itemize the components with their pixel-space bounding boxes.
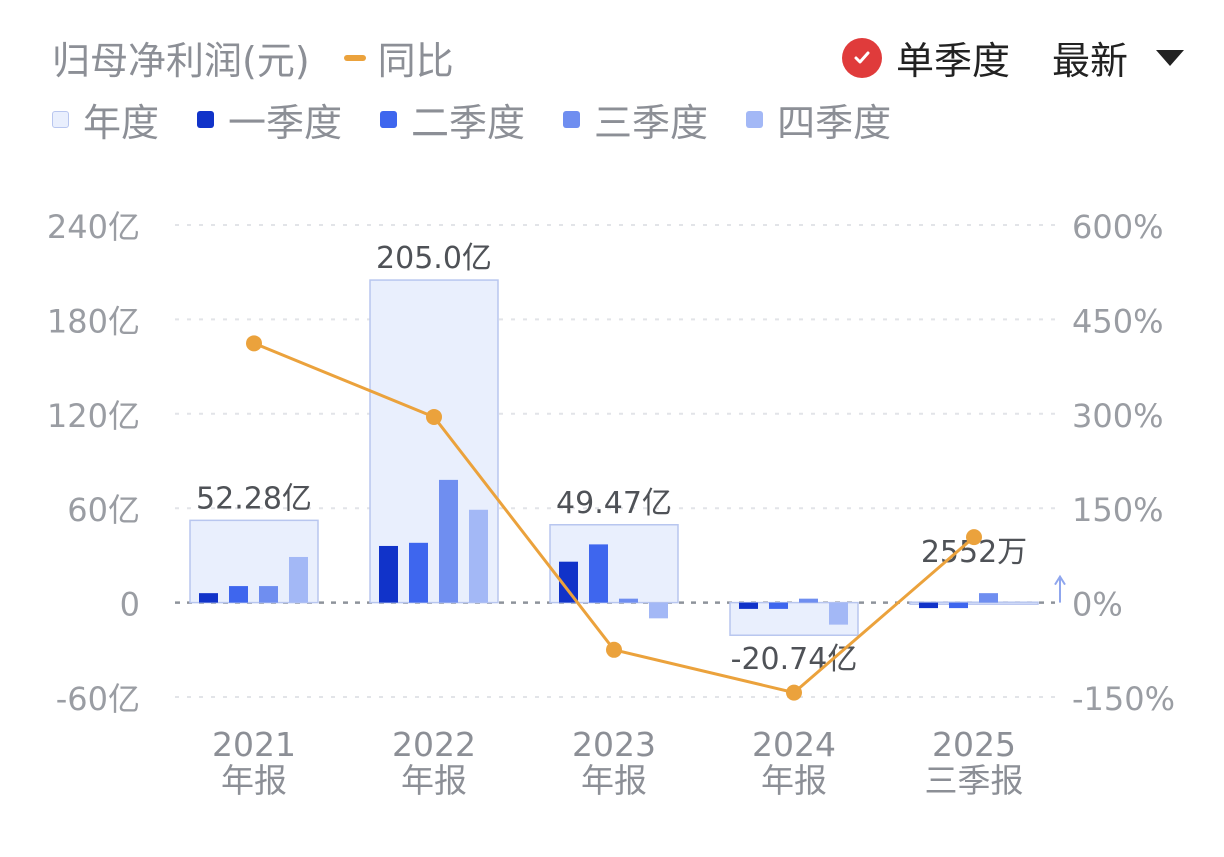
y-left-tick-label: -60亿 (56, 680, 140, 718)
legend-swatch (197, 111, 215, 128)
annual-value-label: 205.0亿 (376, 241, 492, 276)
legend-item-q2[interactable]: 二季度 (380, 92, 525, 147)
y-left-tick-label: 240亿 (47, 208, 140, 246)
annual-value-label: 49.47亿 (556, 486, 672, 521)
x-tick-label: 三季报 (925, 761, 1024, 800)
controls: 单季度 最新 (841, 30, 1184, 85)
legend-swatch (746, 111, 764, 128)
chart-header: 归母净利润(元) 同比 (52, 30, 454, 85)
yoy-point (966, 529, 982, 546)
y-right-tick-label: 450% (1072, 302, 1163, 340)
yoy-line-swatch (343, 54, 366, 61)
yoy-legend-label: 同比 (377, 39, 454, 83)
y-right-tick-label: -150% (1072, 680, 1175, 718)
quarter-bar (589, 544, 608, 603)
quarter-bar (199, 593, 218, 603)
x-tick-label: 年报 (761, 761, 827, 800)
annual-bar (909, 601, 1039, 605)
arrow-up-icon-head (1054, 574, 1066, 586)
yoy-point (246, 335, 262, 352)
legend-item-q3[interactable]: 三季度 (563, 92, 708, 147)
quarter-bar (919, 602, 938, 609)
check-icon[interactable] (841, 37, 882, 78)
quarter-bar (469, 509, 488, 603)
x-tick-label: 年报 (221, 761, 287, 800)
quarter-bar (439, 479, 458, 603)
y-right-tick-label: 600% (1072, 208, 1163, 246)
y-right-tick-label: 300% (1072, 397, 1163, 435)
legend-swatch (380, 111, 398, 128)
x-tick-label: 2021 (212, 725, 296, 764)
y-right-tick-label: 150% (1072, 491, 1163, 529)
quarter-bar (379, 545, 398, 603)
chevron-down-icon[interactable] (1156, 49, 1184, 66)
quarter-bar (289, 556, 308, 603)
x-tick-label: 2022 (392, 725, 476, 764)
quarter-bar (949, 602, 968, 609)
annual-value-label: 52.28亿 (196, 481, 312, 516)
metric-title: 归母净利润(元) (52, 39, 310, 83)
y-left-tick-label: 0 (120, 586, 140, 624)
legend: 年度 一季度 二季度 三季度 四季度 (52, 92, 929, 147)
y-left-tick-label: 180亿 (47, 302, 140, 340)
quarter-bar (829, 602, 848, 625)
period-select[interactable]: 最新 (1051, 39, 1128, 83)
single-quarter-toggle[interactable]: 单季度 (895, 39, 1010, 83)
quarter-bar (619, 598, 638, 603)
legend-item-q1[interactable]: 一季度 (197, 92, 342, 147)
legend-item-annual[interactable]: 年度 (52, 92, 159, 147)
yoy-point (426, 408, 442, 425)
quarter-bar (229, 586, 248, 603)
y-left-tick-label: 60亿 (67, 491, 140, 529)
legend-item-q4[interactable]: 四季度 (746, 92, 891, 147)
x-tick-label: 2025 (932, 725, 1016, 764)
quarter-bar (649, 602, 668, 619)
yoy-point (786, 684, 802, 701)
x-tick-label: 年报 (401, 761, 467, 800)
x-tick-label: 年报 (581, 761, 647, 800)
quarter-bar (769, 602, 788, 609)
quarter-bar (799, 598, 818, 603)
y-right-tick-label: 0% (1072, 586, 1123, 624)
x-tick-label: 2023 (572, 725, 656, 764)
y-left-tick-label: 120亿 (47, 397, 140, 435)
legend-swatch (52, 111, 69, 128)
quarter-bar (739, 602, 758, 609)
quarter-bar (259, 586, 278, 603)
quarter-bar (559, 561, 578, 603)
legend-swatch (563, 111, 581, 128)
annual-value-label: -20.74亿 (731, 642, 858, 677)
quarter-bar (409, 542, 428, 603)
quarter-bar (979, 593, 998, 603)
yoy-point (606, 641, 622, 658)
x-tick-label: 2024 (752, 725, 836, 764)
